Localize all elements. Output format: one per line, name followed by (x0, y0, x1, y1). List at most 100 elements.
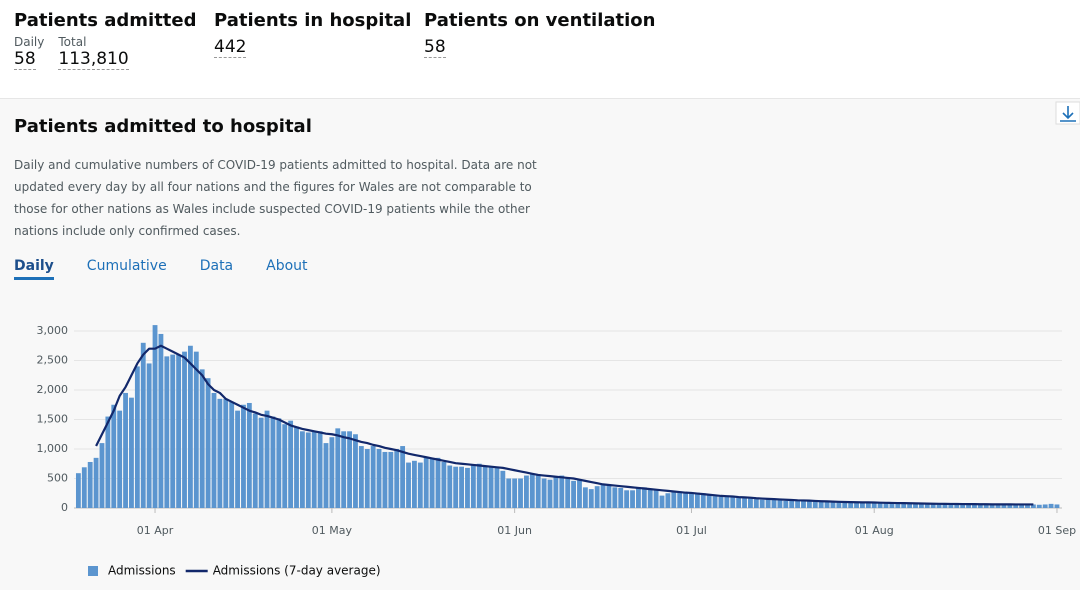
stat-value[interactable]: 58 (424, 37, 446, 58)
bar (182, 351, 187, 508)
bar (641, 487, 647, 508)
bar (170, 354, 176, 508)
bar (588, 489, 594, 508)
bar (311, 431, 317, 508)
bar (99, 443, 105, 508)
bar (441, 461, 447, 508)
bar (936, 503, 942, 508)
line (95, 344, 1034, 506)
bar (765, 499, 771, 508)
bar (158, 333, 164, 508)
bar (1007, 504, 1013, 508)
stat-title: Patients on ventilation (424, 10, 656, 31)
y-tick-label: 3,000 (37, 324, 69, 337)
bar (1013, 504, 1019, 508)
bar (889, 502, 895, 508)
bar (264, 410, 270, 508)
bar (806, 500, 812, 508)
bar (771, 498, 777, 508)
bar (983, 504, 989, 508)
bar (429, 457, 435, 508)
bar (447, 465, 453, 508)
tab[interactable]: About (266, 258, 308, 274)
bar (753, 499, 759, 508)
bar (394, 449, 400, 508)
x-tick-label: 01 Jul (676, 524, 707, 537)
bar (81, 467, 87, 508)
bar (948, 503, 954, 508)
bar (795, 499, 801, 508)
bar (140, 342, 146, 508)
bar (465, 467, 470, 508)
bar (518, 478, 523, 508)
stat-item: Total 113,810 (58, 35, 129, 70)
bar (134, 366, 140, 508)
bar (966, 504, 971, 508)
bar (1030, 504, 1036, 508)
tab[interactable]: Daily (14, 258, 54, 280)
stat-item: 58 (424, 37, 446, 58)
card-title: Patients admitted to hospital (14, 116, 312, 137)
bar (618, 487, 624, 508)
bar (801, 500, 806, 508)
tab[interactable]: Data (199, 258, 234, 274)
bar (818, 500, 824, 508)
stat-item: Daily 58 (14, 35, 44, 70)
bar (977, 504, 983, 508)
bar (294, 426, 299, 508)
bar (571, 480, 576, 508)
bar (683, 492, 689, 508)
bar (276, 418, 282, 508)
bar (176, 354, 182, 508)
stat-value[interactable]: 442 (214, 37, 247, 58)
card-description: Daily and cumulative numbers of COVID-19… (14, 158, 537, 238)
bar (830, 502, 836, 508)
bar (152, 325, 158, 508)
bar (989, 504, 995, 508)
legend-swatch (88, 566, 98, 576)
bar (400, 446, 406, 508)
icon-arrow (1060, 106, 1076, 122)
bar (677, 491, 683, 508)
bar (671, 492, 677, 508)
bar (653, 489, 659, 508)
headline-bar: Patients admitted Daily 58 Total 113,810 P… (0, 0, 1080, 99)
bar (1036, 504, 1042, 508)
bar (512, 478, 518, 508)
bar (689, 493, 694, 508)
stat-items: 442 (214, 37, 411, 58)
bar (105, 416, 111, 508)
bar (624, 490, 630, 508)
bar (700, 493, 706, 508)
bar (836, 502, 842, 508)
bar (459, 466, 464, 508)
bar (748, 497, 753, 508)
bar (93, 457, 99, 508)
bar (129, 397, 134, 508)
bar (559, 475, 565, 508)
stat-title: Patients admitted (14, 10, 197, 31)
bar (1054, 504, 1060, 508)
bar (972, 503, 977, 508)
y-tick-label: 2,500 (37, 354, 69, 367)
stat-item: 442 (214, 37, 247, 58)
bar (694, 492, 700, 508)
bar (476, 463, 482, 508)
download-icon[interactable] (1054, 100, 1080, 126)
bar (358, 446, 364, 508)
bar (736, 497, 742, 508)
bar (930, 503, 936, 508)
tab[interactable]: Cumulative (86, 258, 167, 274)
bar (370, 446, 376, 508)
bar (364, 449, 370, 508)
stat-value[interactable]: 58 (14, 49, 36, 70)
legend-label: Admissions (7-day average) (213, 564, 381, 578)
bar (777, 499, 783, 508)
bar (376, 449, 382, 508)
bar (223, 398, 229, 508)
bar (824, 501, 830, 508)
bar (789, 500, 795, 508)
stat-value[interactable]: 113,810 (58, 49, 129, 70)
bar (659, 495, 665, 508)
bar (600, 484, 606, 508)
